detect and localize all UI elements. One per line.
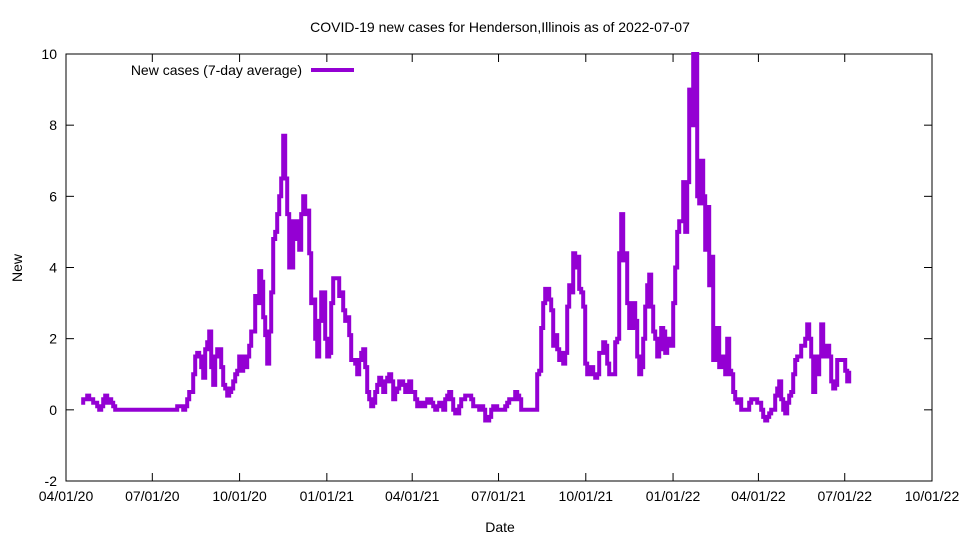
legend: New cases (7-day average) bbox=[131, 62, 354, 78]
x-tick-label: 07/01/22 bbox=[817, 488, 872, 504]
y-tick-label: 10 bbox=[41, 46, 57, 62]
x-tick-label: 04/01/21 bbox=[385, 488, 440, 504]
x-tick-label: 04/01/20 bbox=[39, 488, 94, 504]
chart-title: COVID-19 new cases for Henderson,Illinoi… bbox=[310, 19, 690, 35]
x-tick-label: 04/01/22 bbox=[731, 488, 786, 504]
series-line bbox=[81, 52, 852, 423]
y-tick-label: 4 bbox=[49, 260, 57, 276]
x-tick-label: 07/01/20 bbox=[125, 488, 180, 504]
x-tick-label: 01/01/22 bbox=[646, 488, 701, 504]
y-tick-label: 0 bbox=[49, 402, 57, 418]
legend-label: New cases (7-day average) bbox=[131, 62, 302, 78]
axes: -2 0 2 4 6 8 10 04/01/20 07/01/20 10/01/20 01/01/2… bbox=[39, 46, 960, 504]
y-axis-label: New bbox=[9, 253, 25, 282]
x-axis-label: Date bbox=[485, 519, 515, 535]
x-tick-label: 10/01/20 bbox=[212, 488, 267, 504]
x-tick-label: 10/01/21 bbox=[559, 488, 614, 504]
y-tick-label: 2 bbox=[49, 331, 57, 347]
y-tick-label: 8 bbox=[49, 117, 57, 133]
x-tick-label: 01/01/21 bbox=[300, 488, 355, 504]
series-layer bbox=[81, 52, 852, 423]
x-tick-label: 10/01/22 bbox=[905, 488, 960, 504]
y-tick-label: -2 bbox=[45, 473, 58, 489]
y-tick-label: 6 bbox=[49, 188, 57, 204]
plot-frame bbox=[65, 53, 933, 482]
x-tick-label: 07/01/21 bbox=[471, 488, 526, 504]
